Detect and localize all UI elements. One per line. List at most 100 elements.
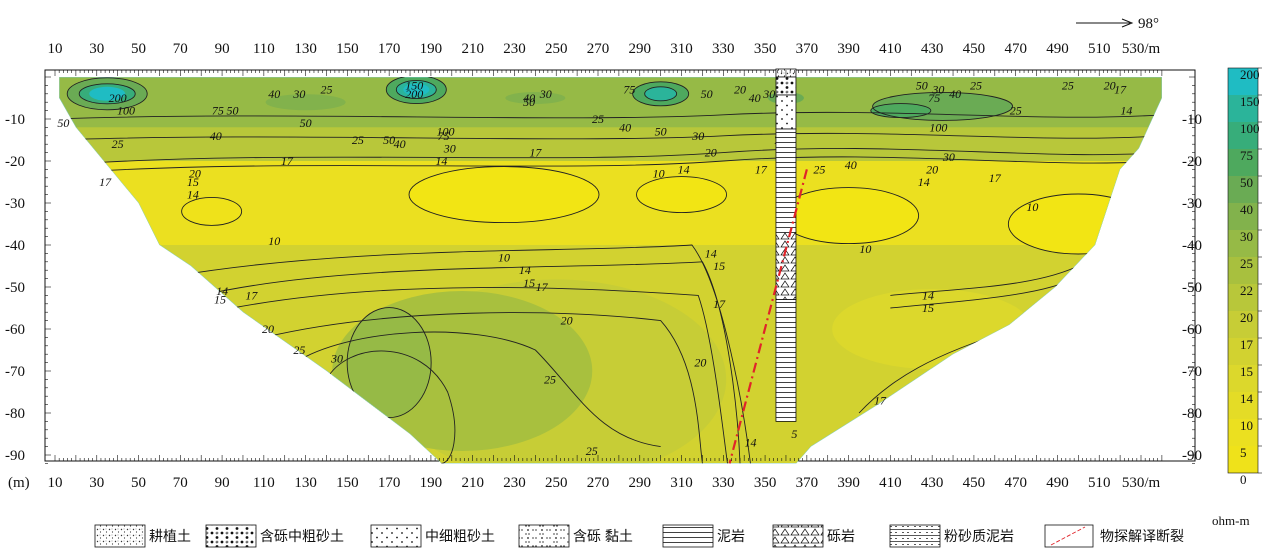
contour-line: [326, 350, 456, 464]
contour-line: [59, 111, 1162, 120]
contour-value-label: 17: [755, 162, 768, 176]
colorbar-label: 15: [1240, 364, 1253, 379]
colorbar-label: 0: [1240, 472, 1247, 487]
x-tick-label: 530/m: [1122, 475, 1161, 491]
contour-line: [78, 83, 136, 105]
colorbar-swatch: [1228, 257, 1258, 284]
x-tick-label: 450: [963, 475, 986, 491]
x-axis-bottom: 10 30 50 70 90 110 130 150 170 190 210 230 250 270 290…: [48, 455, 1163, 491]
contour-value-label: 25: [592, 112, 604, 126]
contour-value-label: 50: [383, 133, 395, 147]
y-tick-label: -10: [5, 112, 25, 128]
contour-value-label: 50: [57, 116, 69, 130]
contour-value-label: 50: [655, 125, 667, 139]
y-tick-label: -80: [1182, 406, 1202, 422]
contour-value-label: 17: [281, 154, 294, 168]
x-tick-label: 290: [629, 41, 652, 57]
contour-value-label: 15: [922, 301, 934, 315]
legend-item-gravel-clay: 含砾 黏土: [518, 524, 633, 548]
y-tick-label: -70: [5, 364, 25, 380]
contour-line: [181, 196, 243, 226]
colorbar: 0 5 10 14 15 17 20 22 25 30 40 50 75 100 150 200: [1227, 67, 1262, 487]
x-tick-label: 310: [670, 475, 693, 491]
x-tick-label: 370: [796, 41, 819, 57]
borehole-gravel-sand: [775, 76, 797, 96]
x-tick-label: 230: [503, 41, 526, 57]
section-outline: [59, 77, 1162, 464]
y-tick-label: -90: [1182, 448, 1202, 464]
contour-value-label: 30: [942, 150, 955, 164]
x-tick-label: 430: [921, 41, 944, 57]
x-tick-label: 410: [879, 475, 902, 491]
x-tick-label: 250: [545, 475, 568, 491]
colorbar-swatch: [1228, 338, 1258, 365]
legend-label: 含砾中粗砂土: [260, 528, 344, 544]
x-tick-label: 10: [48, 41, 63, 57]
y-tick-label: -50: [1182, 280, 1202, 296]
colorbar-border: [1227, 67, 1259, 474]
x-tick-label: 510: [1088, 475, 1111, 491]
x-tick-label: 230: [503, 475, 526, 491]
legend-label: 泥岩: [717, 528, 745, 544]
borehole-fine-sand: [775, 94, 797, 130]
colorbar-label: 30: [1240, 229, 1253, 244]
contour-value-label: 15: [713, 259, 725, 273]
x-tick-label: 50: [131, 475, 146, 491]
x-tick-label: 310: [670, 41, 693, 57]
x-tick-label: 410: [879, 41, 902, 57]
contour-value-label: 40: [394, 137, 406, 151]
contour-value-label: 25: [1062, 78, 1074, 92]
direction-indicator: 98°: [1076, 16, 1159, 32]
contour-value-label: 40: [619, 120, 631, 134]
colorbar-swatch: [1228, 230, 1258, 257]
colorbar-swatch: [1228, 176, 1258, 203]
x-tick-label: 330: [712, 41, 735, 57]
low-zone-3: [778, 187, 919, 244]
legend-label: 物探解译断裂: [1100, 528, 1184, 544]
x-tick-label: 190: [420, 41, 443, 57]
y-tick-label: -30: [5, 196, 25, 212]
legend-label: 含砾 黏土: [573, 528, 633, 544]
contour-line: [201, 261, 741, 464]
contour-value-label: 10: [859, 242, 871, 256]
colorbar-label: 5: [1240, 445, 1247, 460]
colorbar-label: 10: [1240, 418, 1253, 433]
contour-value-label: 14: [705, 246, 717, 260]
x-tick-label: 110: [253, 41, 275, 57]
contour-value-label: 75: [212, 104, 224, 118]
contour-value-label: 14: [744, 435, 756, 449]
contour-line: [395, 80, 437, 100]
contour-value-label: 10: [1026, 200, 1038, 214]
legend-swatch: [205, 524, 257, 548]
contour-value-label: 100: [929, 120, 947, 134]
contour-value-label: 30: [443, 141, 456, 155]
contour-value-label: 30: [931, 83, 944, 97]
x-tick-label: 350: [754, 41, 777, 57]
high-resist-pocket: [89, 86, 126, 101]
contour-value-label: 20: [189, 167, 201, 181]
legend-swatch: [772, 524, 824, 548]
y-tick-label: -60: [5, 322, 25, 338]
contour-value-label: 25: [813, 162, 825, 176]
y-tick-label: -30: [1182, 196, 1202, 212]
contour-value-label: 150: [405, 78, 423, 92]
colorbar-swatch: [1228, 392, 1258, 419]
contour-value-label: 14: [435, 154, 447, 168]
colorbar-swatch: [1228, 149, 1258, 176]
contour-value-label: 75: [928, 91, 940, 105]
contour-value-label: 10: [498, 251, 510, 265]
x-tick-label: 330: [712, 475, 735, 491]
contour-line: [408, 166, 600, 224]
x-tick-label: 210: [461, 475, 484, 491]
contour-value-label: 20: [734, 83, 746, 97]
legend-swatch: [889, 524, 941, 548]
contour-value-label: 50: [227, 104, 239, 118]
contour-value-label: 17: [536, 280, 549, 294]
high-resist-pocket: [505, 92, 566, 104]
high-resist-pocket: [644, 86, 677, 101]
contour-value-label: 20: [1104, 78, 1116, 92]
x-tick-label: 130: [294, 475, 317, 491]
legend-item-topsoil: 耕植土: [94, 524, 191, 548]
x-tick-label: 250: [545, 41, 568, 57]
contour-line: [346, 307, 432, 419]
